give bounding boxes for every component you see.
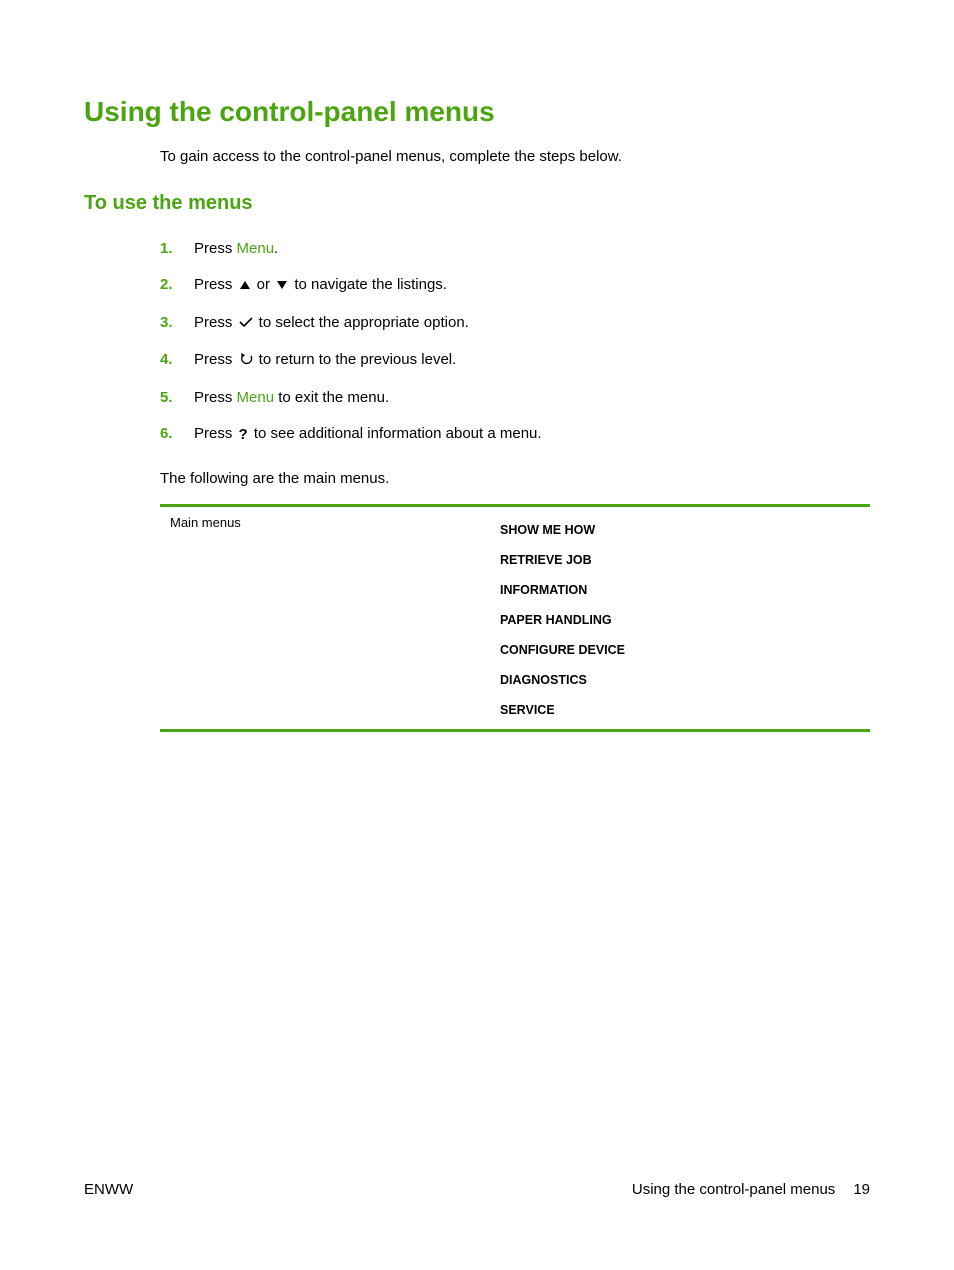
step-item: 3. Press to select the appropriate optio… [160, 305, 870, 343]
footer-page-number: 19 [853, 1181, 870, 1198]
menu-item: CONFIGURE DEVICE [500, 635, 860, 665]
step-text-post: to exit the menu. [274, 389, 389, 406]
document-page: Using the control-panel menus To gain ac… [0, 0, 954, 1270]
step-text: Press to return to the previous level. [194, 349, 870, 373]
step-text-pre: Press [194, 351, 237, 368]
step-text-post: to navigate the listings. [290, 276, 447, 293]
menu-item: INFORMATION [500, 575, 860, 605]
step-text-post: to select the appropriate option. [255, 314, 469, 331]
footer-right: Using the control-panel menus 19 [632, 1181, 870, 1198]
step-number: 5. [160, 387, 194, 410]
step-text-pre: Press [194, 425, 237, 442]
step-text-post: . [274, 240, 278, 257]
step-text: Press ? to see additional information ab… [194, 423, 870, 447]
page-title: Using the control-panel menus [84, 96, 870, 128]
intro-paragraph: To gain access to the control-panel menu… [160, 146, 870, 168]
step-item: 2. Press or to navigate the listings. [160, 267, 870, 305]
step-text: Press Menu to exit the menu. [194, 387, 870, 410]
menu-item: DIAGNOSTICS [500, 665, 860, 695]
menu-keyword: Menu [237, 240, 275, 257]
section-subtitle: To use the menus [84, 192, 870, 215]
step-number: 6. [160, 423, 194, 446]
step-number: 3. [160, 312, 194, 335]
check-icon [239, 313, 253, 336]
step-text-pre: Press [194, 389, 237, 406]
page-footer: ENWW Using the control-panel menus 19 [84, 1181, 870, 1198]
step-text-pre: Press [194, 276, 237, 293]
menu-item: PAPER HANDLING [500, 605, 860, 635]
down-arrow-icon [276, 275, 288, 298]
steps-list: 1. Press Menu. 2. Press or to navigate t… [160, 231, 870, 454]
step-text: Press or to navigate the listings. [194, 274, 870, 298]
footer-left: ENWW [84, 1181, 133, 1198]
table-left-label: Main menus [160, 506, 490, 730]
menu-item: SERVICE [500, 695, 860, 725]
menu-keyword: Menu [237, 389, 275, 406]
step-text-mid: or [253, 276, 275, 293]
step-item: 4. Press to return to the previous level… [160, 342, 870, 380]
step-text-pre: Press [194, 314, 237, 331]
step-text: Press to select the appropriate option. [194, 312, 870, 336]
step-item: 1. Press Menu. [160, 231, 870, 268]
menu-item: SHOW ME HOW [500, 515, 860, 545]
help-icon: ? [239, 424, 248, 447]
step-item: 6. Press ? to see additional information… [160, 416, 870, 454]
step-text-post: to return to the previous level. [255, 351, 457, 368]
step-item: 5. Press Menu to exit the menu. [160, 380, 870, 417]
menu-item: RETRIEVE JOB [500, 545, 860, 575]
back-arrow-icon [239, 350, 253, 373]
table-right-cell: SHOW ME HOW RETRIEVE JOB INFORMATION PAP… [490, 506, 870, 730]
step-number: 2. [160, 274, 194, 297]
main-menus-table: Main menus SHOW ME HOW RETRIEVE JOB INFO… [160, 504, 870, 732]
note-paragraph: The following are the main menus. [160, 468, 870, 491]
main-menus-table-wrap: Main menus SHOW ME HOW RETRIEVE JOB INFO… [160, 504, 870, 732]
step-text-post: to see additional information about a me… [250, 425, 542, 442]
up-arrow-icon [239, 275, 251, 298]
step-number: 4. [160, 349, 194, 372]
footer-section-title: Using the control-panel menus [632, 1181, 835, 1198]
step-text-pre: Press [194, 240, 237, 257]
step-text: Press Menu. [194, 238, 870, 261]
step-number: 1. [160, 238, 194, 261]
